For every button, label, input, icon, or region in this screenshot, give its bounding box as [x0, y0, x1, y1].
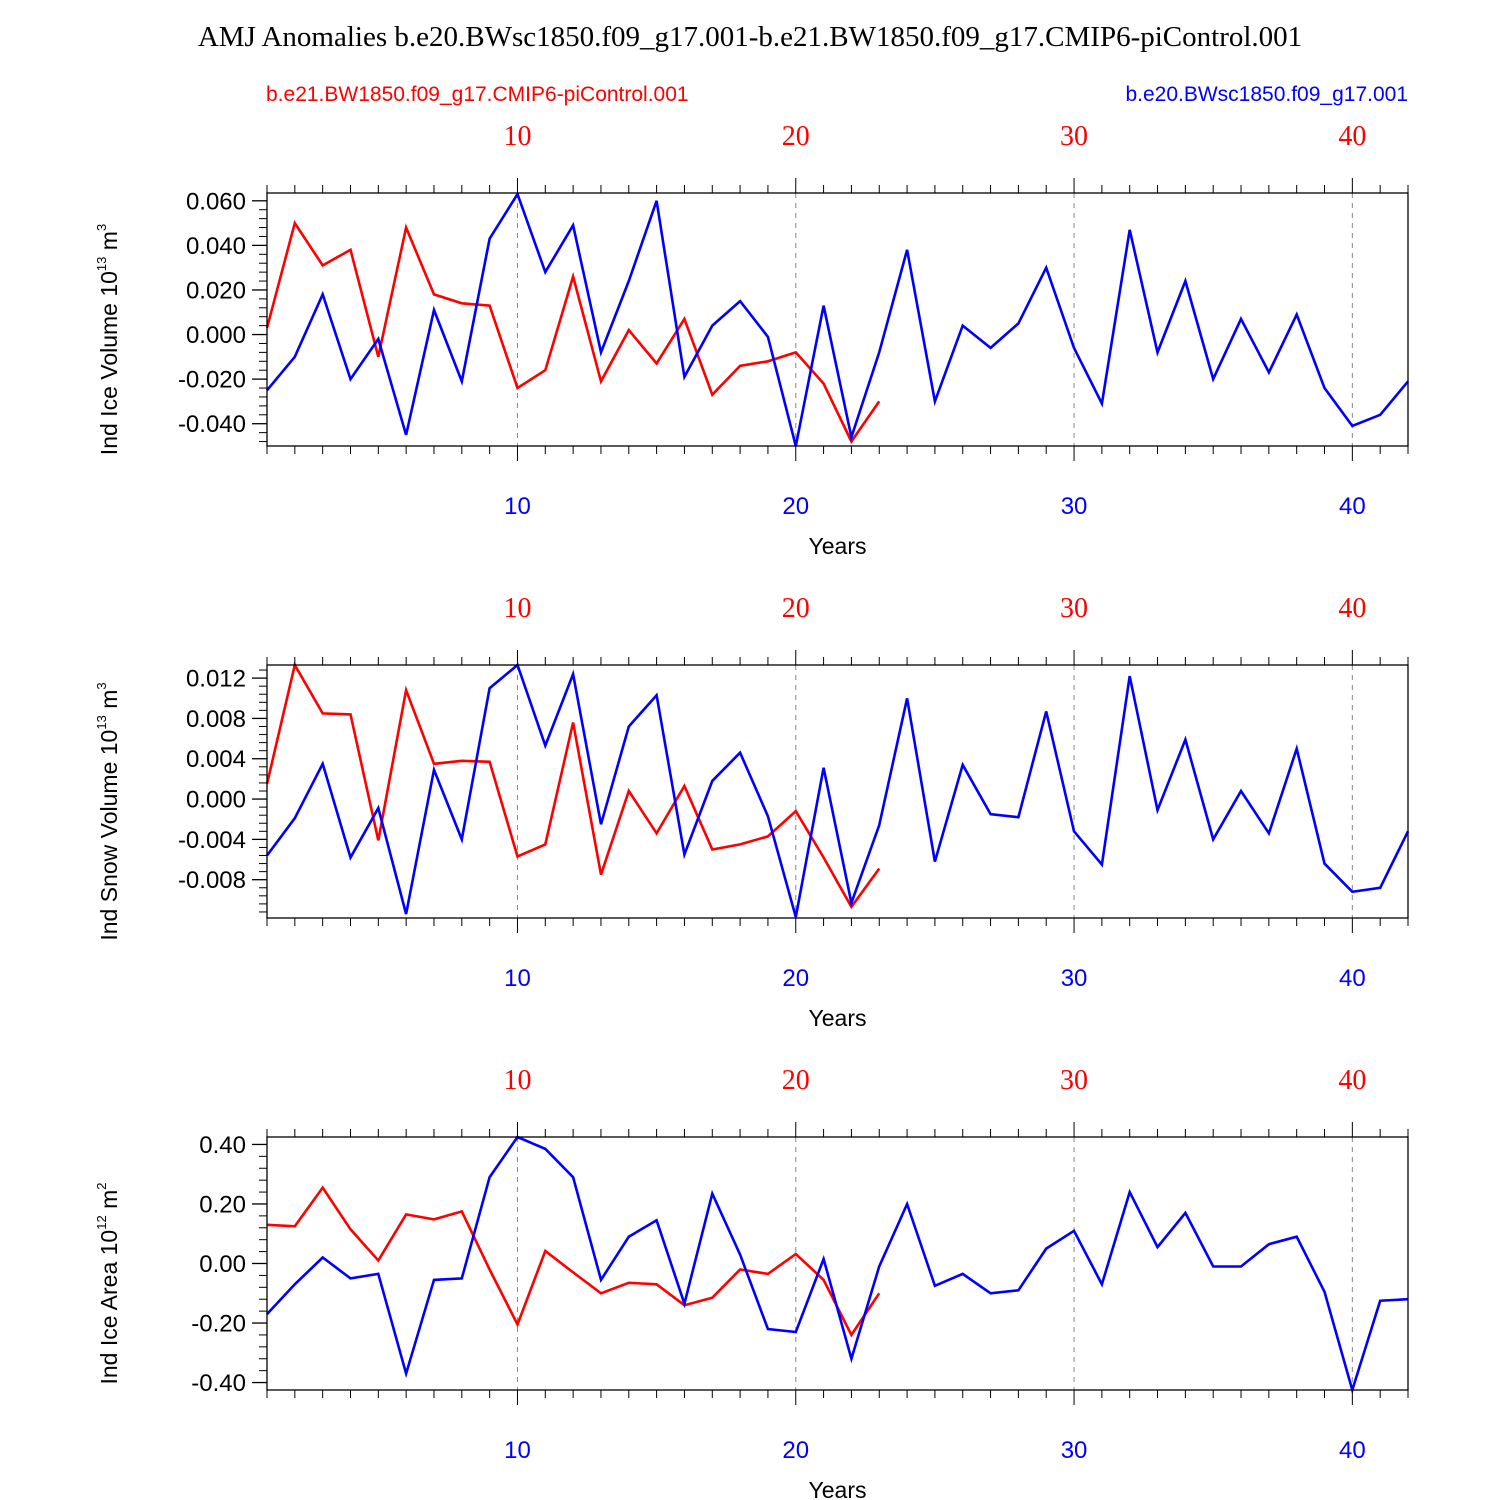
y-axis-label: Ind Ice Area 1012 m2: [94, 1183, 122, 1385]
x-tick-label-bottom: 10: [504, 965, 531, 992]
x-tick-label-top: 20: [782, 593, 810, 624]
x-tick-label-top: 40: [1338, 1065, 1366, 1096]
y-tick-label: -0.040: [178, 411, 246, 438]
x-tick-label-bottom: 10: [504, 493, 531, 520]
x-tick-label-top: 40: [1338, 121, 1366, 152]
x-tick-label-top: 20: [782, 1065, 810, 1096]
panels: -0.040 -0.020 0.000 0.020 0.040 0.060 10 10 20 20…: [94, 121, 1410, 1500]
x-tick-label-bottom: 10: [504, 1437, 531, 1464]
y-tick-label: 0.004: [186, 746, 246, 773]
y-tick-label: 0.20: [199, 1191, 246, 1218]
series-line-bwsc1850: [265, 191, 1409, 447]
y-tick-label: -0.004: [178, 827, 246, 854]
x-tick-label-bottom: 30: [1061, 1437, 1088, 1464]
chart-panel-ice-area: -0.40 -0.20 0.00 0.20 0.40 10 10 20 20 30 30 40 40 Ye…: [94, 1065, 1409, 1500]
plot-frame: [266, 1136, 1409, 1391]
legend-blue-label: b.e20.BWsc1850.f09_g17.001: [1125, 83, 1408, 106]
x-tick-label-bottom: 30: [1061, 493, 1088, 520]
y-tick-label: 0.00: [199, 1251, 246, 1278]
x-tick-label-bottom: 40: [1339, 1437, 1366, 1464]
y-tick-label: 0.008: [186, 706, 246, 733]
series-line-picontrol: [265, 661, 881, 910]
y-tick-label: 0.000: [186, 787, 246, 814]
series-line-picontrol: [265, 219, 881, 445]
x-tick-label-bottom: 20: [782, 1437, 809, 1464]
y-tick-label: 0.040: [186, 233, 246, 260]
x-tick-label-bottom: 30: [1061, 965, 1088, 992]
series-line-bwsc1850: [266, 1135, 1409, 1395]
y-tick-label: -0.20: [191, 1311, 246, 1338]
x-tick-label-top: 30: [1060, 593, 1088, 624]
x-tick-label-bottom: 20: [782, 965, 809, 992]
series-line-picontrol: [266, 1185, 881, 1338]
y-tick-label: -0.020: [178, 367, 246, 394]
y-axis-label: Ind Ice Volume 1013 m3: [94, 224, 122, 455]
x-tick-label-top: 40: [1338, 593, 1366, 624]
y-tick-label: -0.40: [191, 1370, 246, 1397]
x-tick-label-top: 30: [1060, 121, 1088, 152]
figure-title: AMJ Anomalies b.e20.BWsc1850.f09_g17.001…: [198, 21, 1302, 53]
y-tick-label: 0.012: [186, 666, 246, 693]
x-axis-label: Years: [809, 1005, 867, 1031]
series-line-bwsc1850: [265, 662, 1410, 918]
y-tick-label: 0.000: [186, 322, 246, 349]
chart-panel-snow-volume: -0.008 -0.004 0.000 0.004 0.008 0.012 10 10 20 20…: [94, 593, 1410, 1031]
y-tick-label: -0.008: [178, 867, 246, 894]
y-axis-label: Ind Snow Volume 1013 m3: [94, 682, 122, 940]
y-tick-label: 0.020: [186, 277, 246, 304]
y-tick-label: 0.40: [199, 1132, 246, 1159]
plot-frame: [266, 192, 1409, 447]
x-tick-label-bottom: 40: [1339, 965, 1366, 992]
x-tick-label-top: 10: [503, 121, 531, 152]
y-tick-label: 0.060: [186, 188, 246, 215]
x-tick-label-top: 30: [1060, 1065, 1088, 1096]
x-axis-label: Years: [809, 1477, 867, 1500]
chart-panel-ice-volume: -0.040 -0.020 0.000 0.020 0.040 0.060 10 10 20 20…: [94, 121, 1409, 559]
x-tick-label-top: 10: [503, 1065, 531, 1096]
x-tick-label-top: 10: [503, 593, 531, 624]
x-axis-label: Years: [809, 533, 867, 559]
x-tick-label-bottom: 40: [1339, 493, 1366, 520]
x-tick-label-bottom: 20: [782, 493, 809, 520]
plot-frame: [266, 664, 1409, 919]
legend-red-label: b.e21.BW1850.f09_g17.CMIP6-piControl.001: [266, 83, 689, 106]
x-tick-label-top: 20: [782, 121, 810, 152]
